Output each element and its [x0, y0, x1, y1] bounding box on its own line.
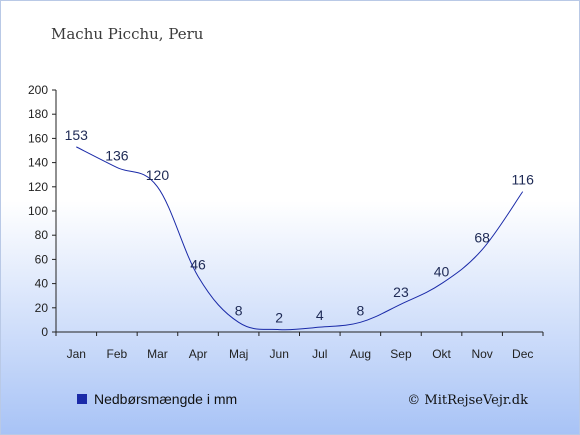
x-tick-label: Feb — [107, 347, 128, 361]
series-line — [76, 146, 524, 331]
tick-labels: 0 20 40 60 80 100 120 140 160 180 200 Jan Feb Mar Apr M… — [28, 83, 533, 361]
data-label: 8 — [235, 302, 243, 318]
x-tick-label: Nov — [471, 347, 492, 361]
data-label: 120 — [146, 167, 170, 183]
x-tick-label: Maj — [229, 347, 248, 361]
data-label: 153 — [65, 127, 89, 143]
data-label: 2 — [275, 310, 283, 326]
x-tick-label: Aug — [350, 347, 371, 361]
legend-swatch — [77, 394, 87, 404]
x-tick-label: Dec — [512, 347, 533, 361]
data-label: 23 — [393, 284, 409, 300]
data-label: 8 — [356, 302, 364, 318]
legend-label: Nedbørsmængde i mm — [94, 391, 237, 407]
y-tick-label: 80 — [35, 228, 49, 242]
data-label: 68 — [474, 230, 490, 246]
x-tick-label: Jun — [270, 347, 289, 361]
y-tick-label: 140 — [28, 156, 48, 170]
y-tick-label: 40 — [35, 277, 49, 291]
credit-text: © MitRejseVejr.dk — [407, 393, 528, 408]
data-labels: 153 136 120 46 8 2 4 8 23 40 68 116 — [65, 127, 534, 326]
data-label: 40 — [434, 264, 450, 280]
x-tick-label: Okt — [432, 347, 451, 361]
x-tick-label: Mar — [147, 347, 168, 361]
y-tick-label: 100 — [28, 204, 48, 218]
y-tick-label: 180 — [28, 107, 48, 121]
y-tick-label: 0 — [41, 325, 48, 339]
y-tick-label: 120 — [28, 180, 48, 194]
x-tick-label: Apr — [189, 347, 208, 361]
data-label: 4 — [316, 307, 324, 323]
axes — [52, 89, 544, 336]
x-tick-label: Jan — [67, 347, 86, 361]
data-label: 136 — [105, 147, 129, 163]
y-tick-label: 160 — [28, 131, 48, 145]
chart-title: Machu Picchu, Peru — [51, 25, 204, 43]
y-tick-label: 20 — [35, 301, 49, 315]
data-label: 116 — [512, 172, 535, 188]
x-tick-label: Sep — [390, 347, 412, 361]
y-tick-label: 200 — [28, 83, 48, 97]
y-tick-label: 60 — [35, 252, 49, 266]
x-tick-label: Jul — [312, 347, 327, 361]
data-label: 46 — [190, 256, 206, 272]
